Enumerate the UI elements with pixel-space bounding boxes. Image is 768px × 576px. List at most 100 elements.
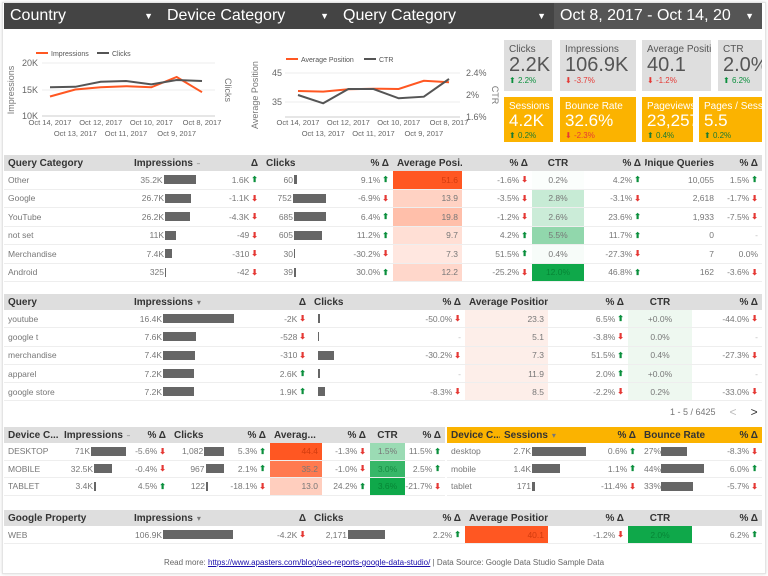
metric-bar: [165, 267, 166, 277]
country-filter[interactable]: Country ▼: [4, 3, 161, 29]
query-category-filter[interactable]: Query Category ▼: [337, 3, 554, 29]
column-header[interactable]: % Δ: [584, 155, 645, 171]
column-header-label: % Δ: [739, 296, 759, 308]
column-header[interactable]: Average Position: [465, 294, 548, 310]
column-header-label: Clicks: [314, 296, 344, 308]
column-header-label: Clicks: [314, 512, 344, 524]
column-header[interactable]: Unique Queries: [645, 155, 718, 171]
column-header[interactable]: % Δ: [395, 510, 465, 526]
table-row[interactable]: YouTube 26.2K -4.3K ⬇ 685 6.4% ⬆ 19.8 -1.2% ⬇ 2.6%…: [4, 208, 762, 227]
table-row[interactable]: youtube 16.4K -2K ⬇ -50.0% ⬇ 23.3 6.5% ⬆ +0.0% -44…: [4, 310, 762, 329]
metric-bar-cell: 7.2K: [130, 365, 240, 382]
column-header[interactable]: % Δ: [548, 510, 628, 526]
column-header[interactable]: Impressions ▾: [130, 294, 240, 310]
table-row[interactable]: tablet 171 -11.4% ⬇ 33% -5.7% ⬇: [447, 478, 762, 496]
column-header[interactable]: Query Category: [4, 155, 130, 171]
date-range-picker[interactable]: Oct 8, 2017 - Oct 14, 20 ▼: [554, 3, 762, 29]
arrow-down-icon: ⬇: [454, 314, 461, 324]
metric-bar: [294, 175, 297, 185]
row-label: Android: [8, 267, 38, 278]
table-row[interactable]: mobile 1.4K 1.1% ⬆ 44% 6.0% ⬆: [447, 461, 762, 478]
column-header[interactable]: % Δ: [718, 155, 762, 171]
arrow-down-icon: ⬇: [751, 212, 758, 222]
column-header[interactable]: Clicks: [310, 510, 395, 526]
table-row[interactable]: Other 35.2K 1.6K ⬆ 60 9.1% ⬆ 51.6 -1.6% ⬇ 0.2% 4.2%…: [4, 171, 762, 190]
delta-cell: 1.9K ⬆: [240, 383, 310, 400]
column-header[interactable]: Average Position: [465, 510, 548, 526]
column-header[interactable]: % Δ: [590, 427, 640, 443]
table-row[interactable]: apparel 7.2K 2.6K ⬆ -11.9 2.0% ⬆ +0.0% -: [4, 364, 762, 384]
column-header[interactable]: CTR: [532, 155, 584, 171]
table-row[interactable]: merchandise 7.4K -310 ⬇ -30.2% ⬇ 7.3 51.5% ⬆ 0.4%…: [4, 346, 762, 365]
column-header[interactable]: CTR: [628, 510, 692, 526]
table-row[interactable]: WEB 106.9K -4.2K ⬇ 2,171 2.2% ⬆ 40.1 -1.2% ⬇ 2.0% 6…: [4, 526, 762, 544]
column-header-label: % Δ: [605, 296, 625, 308]
table-row[interactable]: MOBILE 32.5K -0.4% ⬇ 967 2.1% ⬆ 35.2 -1.0% ⬇ 3.0% 2…: [4, 460, 445, 478]
next-page-button[interactable]: >: [750, 405, 758, 419]
scorecard-delta-value: 0.2%: [712, 131, 732, 140]
metric-bar-cell: 1,082: [170, 443, 228, 460]
table-row[interactable]: not set 11K -49 ⬇ 605 11.2% ⬆ 9.7 4.2% ⬆ 5.5% 11.7%…: [4, 226, 762, 245]
table-row[interactable]: google store 7.2K 1.9K ⬆ -8.3% ⬇ 8.5 -2.2% ⬇ 0.2%…: [4, 383, 762, 402]
column-header[interactable]: Clicks: [310, 294, 395, 310]
arrow-down-icon: ⬇: [159, 446, 166, 456]
column-header[interactable]: Δ: [240, 294, 310, 310]
arrow-down-icon: ⬇: [521, 175, 528, 185]
column-header[interactable]: Δ: [200, 155, 262, 171]
column-header[interactable]: CTR: [628, 294, 692, 310]
column-header[interactable]: % Δ: [130, 427, 170, 443]
column-header[interactable]: Clicks: [262, 155, 330, 171]
delta-cell: 6.0% ⬆: [710, 461, 762, 478]
column-header[interactable]: Clicks: [170, 427, 228, 443]
column-header[interactable]: % Δ: [692, 510, 762, 526]
table-row[interactable]: TABLET 3.4K 4.5% ⬆ 122 -18.1% ⬇ 13.0 24.2% ⬆ 3.6% -…: [4, 478, 445, 496]
column-header[interactable]: % Δ: [330, 155, 393, 171]
column-header[interactable]: % Δ: [548, 294, 628, 310]
delta-cell: -1.7% ⬇: [718, 190, 762, 208]
average-position-cell: 9.7: [393, 226, 462, 244]
column-header[interactable]: Device C...: [447, 427, 500, 443]
metric-value: 71K: [74, 446, 91, 457]
column-header[interactable]: % Δ: [462, 155, 532, 171]
read-more-link[interactable]: https://www.apasters.com/blog/seo-report…: [207, 558, 431, 567]
column-header[interactable]: Sessions ▾: [500, 427, 590, 443]
column-header[interactable]: Device C...: [4, 427, 60, 443]
column-header[interactable]: Impressions ▾: [130, 510, 240, 526]
column-header[interactable]: % Δ: [228, 427, 270, 443]
metric-bar-cell: 325: [130, 264, 200, 282]
column-header[interactable]: % Δ: [692, 294, 762, 310]
column-header[interactable]: % Δ: [710, 427, 762, 443]
table-row[interactable]: Google 26.7K -1.1K ⬇ 752 -6.9% ⬇ 13.9 -3.5% ⬇ 2.8%…: [4, 189, 762, 208]
table-row[interactable]: Merchandise 7.4K -310 ⬇ 30 -30.2% ⬇ 7.3 51.5% ⬆ 0.…: [4, 245, 762, 264]
table-row[interactable]: google t 7.6K -528 ⬇ -5.1 -3.8% ⬇ 0.0% -: [4, 328, 762, 347]
table-row[interactable]: Android 325 -42 ⬇ 39 30.0% ⬆ 12.2 -25.2% ⬇ 12.0% 46…: [4, 263, 762, 282]
column-header[interactable]: Google Property: [4, 510, 130, 526]
column-header[interactable]: Average Posi...: [393, 155, 462, 171]
previous-page-button[interactable]: <: [729, 405, 737, 419]
column-header[interactable]: Averag...: [270, 427, 322, 443]
column-header[interactable]: Impressions–: [130, 155, 200, 171]
column-header[interactable]: CTR: [370, 427, 405, 443]
column-header[interactable]: Query: [4, 294, 130, 310]
column-header-label: % Δ: [442, 512, 462, 524]
column-header[interactable]: Bounce Rate: [640, 427, 710, 443]
column-header[interactable]: Δ: [240, 510, 310, 526]
arrow-down-icon: ⬇: [617, 387, 624, 397]
column-header[interactable]: % Δ: [405, 427, 445, 443]
delta-value: 11.7%: [608, 230, 633, 241]
arrow-up-icon: ⬆: [634, 175, 641, 185]
column-header[interactable]: % Δ: [395, 294, 465, 310]
table-row[interactable]: DESKTOP 71K -5.6% ⬇ 1,082 5.3% ⬆ 44.4 -1.3% ⬇ 1.5%…: [4, 443, 445, 461]
arrow-down-icon: ⬇: [299, 530, 306, 539]
row-label: Google: [8, 193, 36, 204]
table-row[interactable]: desktop 2.7K 0.6% ⬆ 27% -8.3% ⬇: [447, 443, 762, 461]
device-category-filter[interactable]: Device Category ▼: [161, 3, 337, 29]
delta-cell: -1.2% ⬇: [462, 208, 532, 226]
metric-bar-cell: 7.6K: [130, 328, 240, 345]
metric-bar: [206, 481, 209, 491]
metric-bar: [163, 175, 196, 185]
column-header[interactable]: % Δ: [322, 427, 370, 443]
arrow-up-icon: ⬆: [382, 267, 389, 277]
column-header[interactable]: Impressions–: [60, 427, 130, 443]
scorecard-delta: ⬆ 0.4%: [647, 131, 688, 140]
